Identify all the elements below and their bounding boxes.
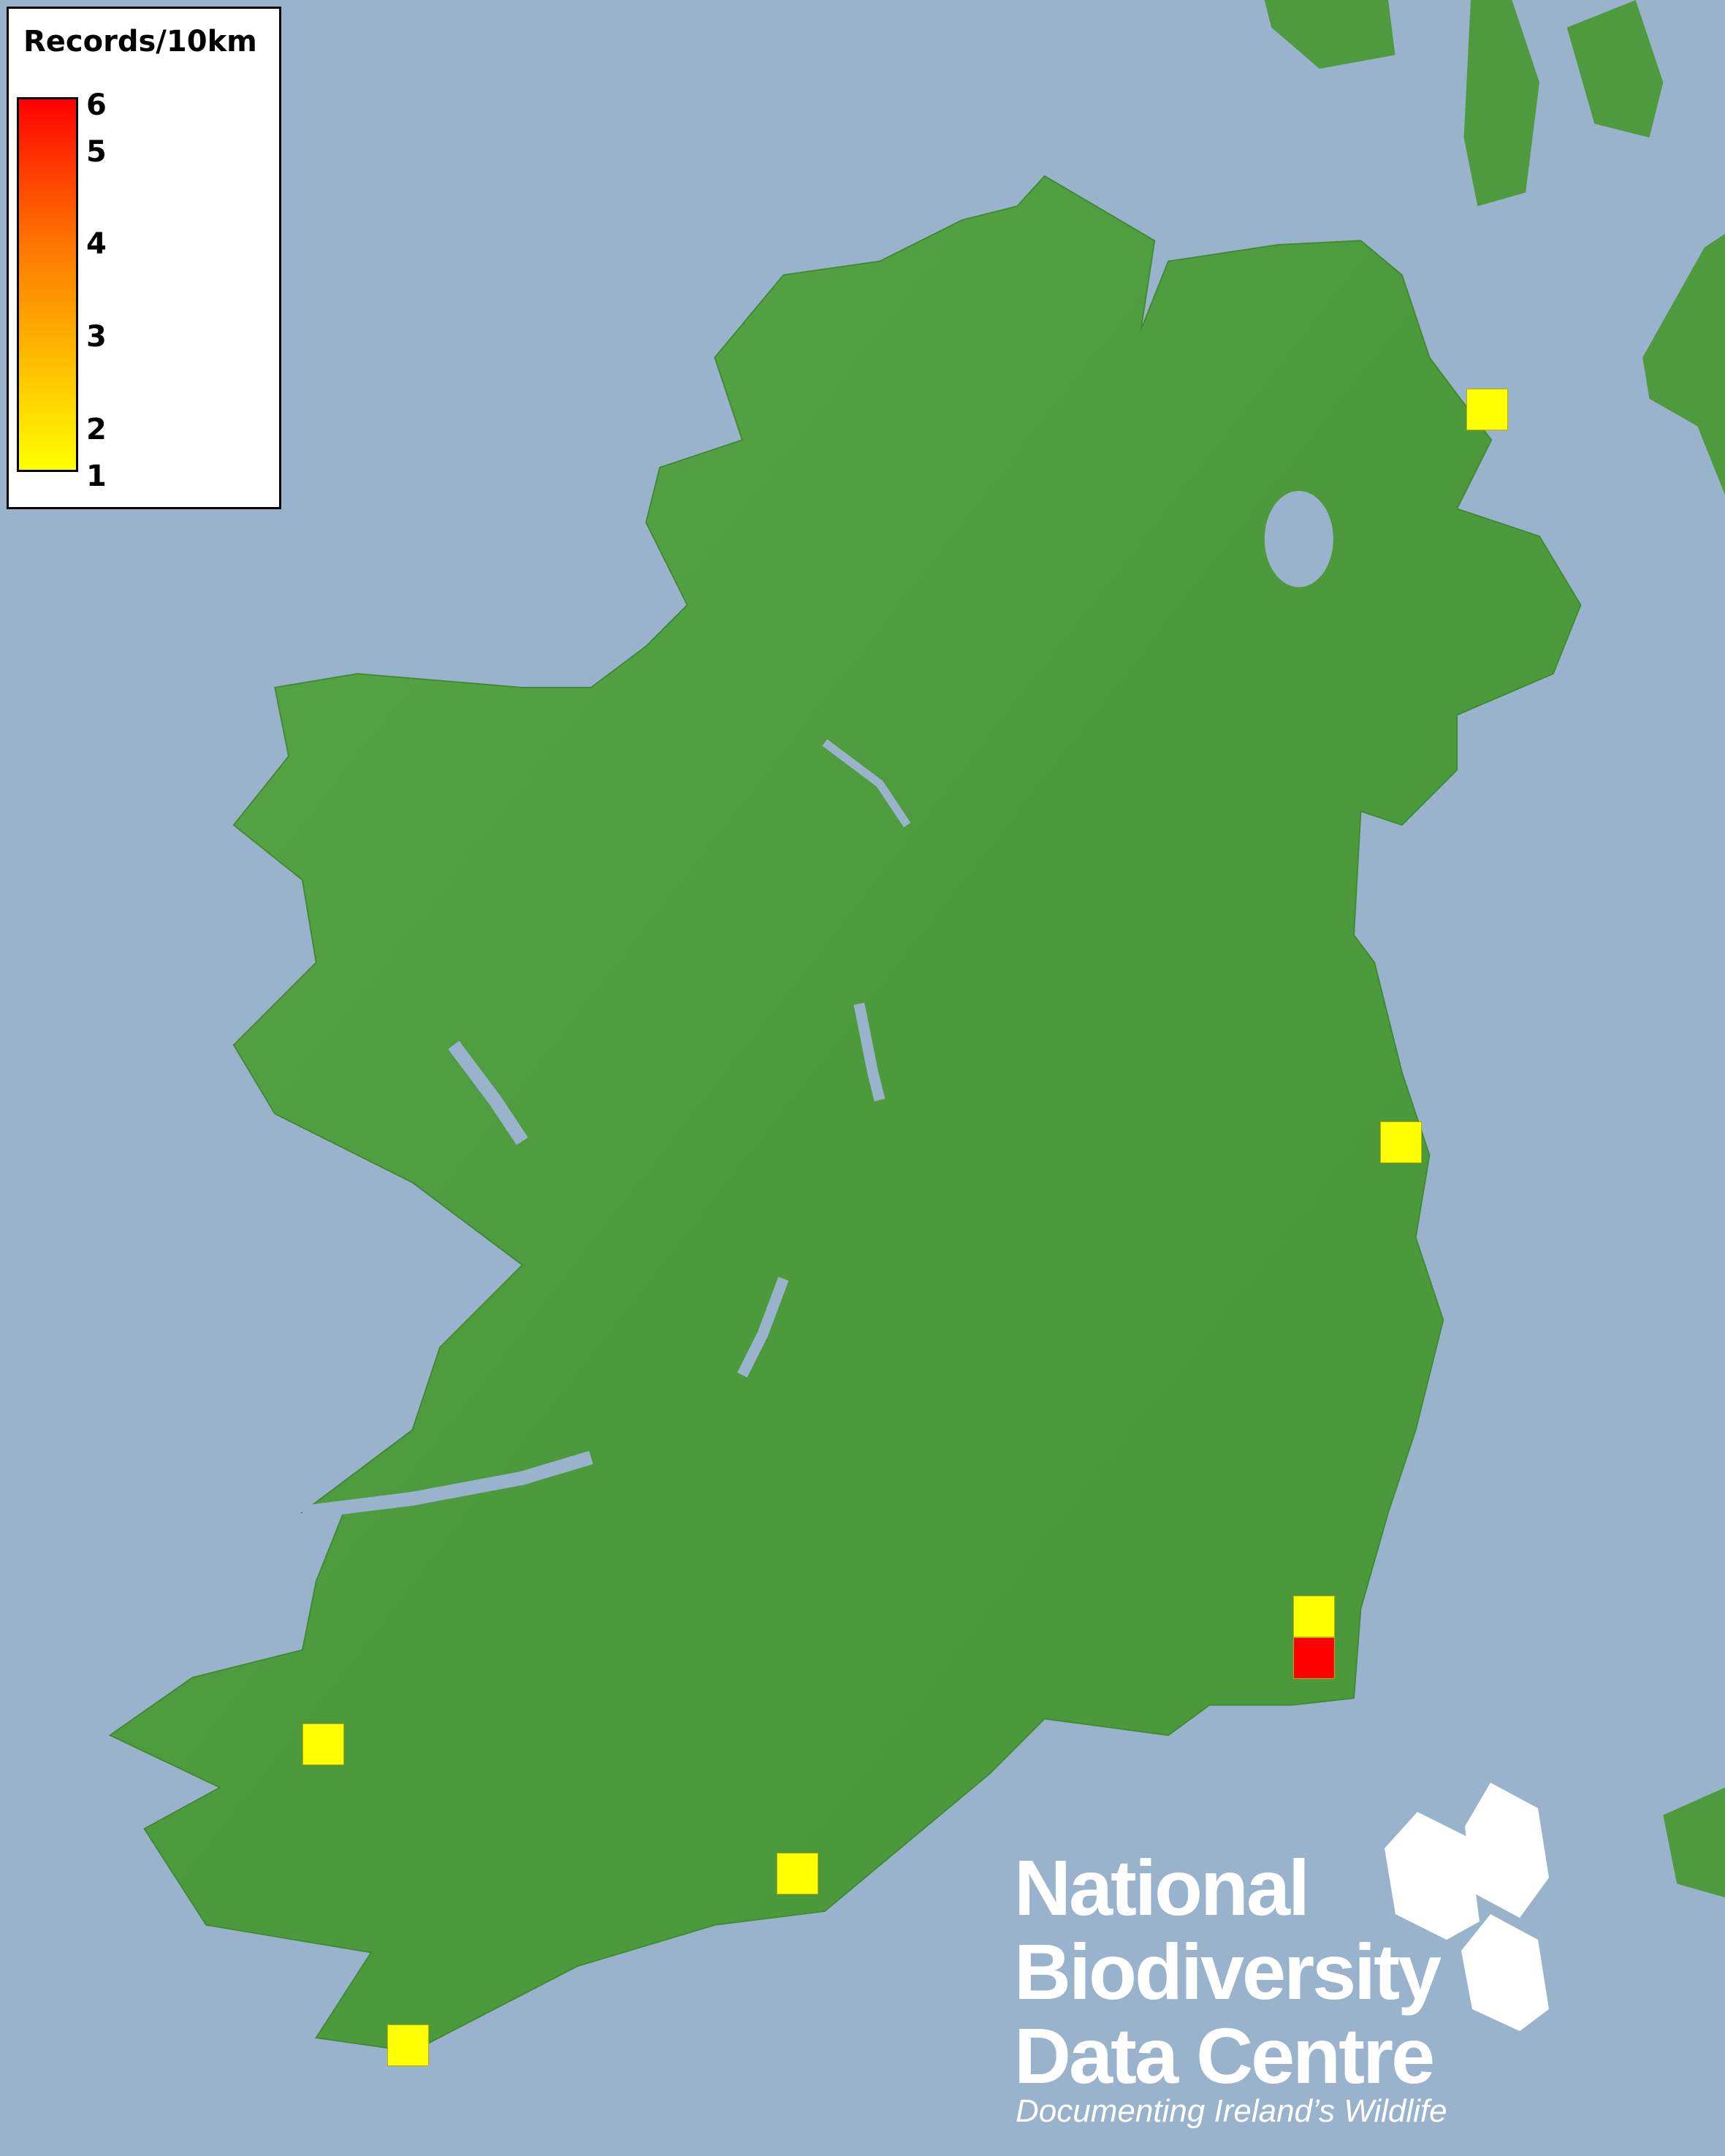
butterfly-icon — [1465, 1783, 1549, 1918]
lough-ree — [853, 1002, 886, 1102]
record-square — [1293, 1637, 1335, 1679]
record-square — [1293, 1596, 1335, 1637]
tick-label-1: 1 — [86, 460, 107, 493]
logo-line-3: Data Centre — [1014, 2011, 1435, 2100]
record-square — [1466, 389, 1508, 430]
legend: Records/10km 6 5 4 3 2 1 — [7, 7, 281, 509]
seahorse-icon — [1461, 1914, 1549, 2031]
ireland-landmass — [108, 175, 1582, 2052]
record-square — [777, 1853, 818, 1894]
tick-label-2: 2 — [86, 413, 107, 446]
lough-corrib — [448, 1040, 528, 1146]
tick-label-4: 4 — [86, 227, 107, 261]
tick-label-3: 3 — [86, 320, 107, 354]
record-square — [387, 2024, 429, 2066]
record-square — [302, 1723, 344, 1765]
tick-label-6: 6 — [86, 88, 107, 122]
tick-label-5: 5 — [86, 135, 107, 169]
lough-erne — [822, 739, 911, 828]
record-square — [1380, 1121, 1422, 1163]
logo-line-2: Biodiversity — [1014, 1927, 1442, 2016]
logo-line-1: National — [1014, 1843, 1310, 1932]
hexagon-emblem-icon — [1385, 1783, 1549, 2031]
lough-derg — [737, 1276, 789, 1378]
tree-icon — [1385, 1812, 1480, 1940]
shannon-estuary — [301, 1450, 593, 1520]
legend-title: Records/10km — [23, 25, 257, 58]
nbdc-logo: National Biodiversity Data Centre Docume… — [1008, 1768, 1651, 2141]
lough-neagh — [1264, 490, 1333, 587]
logo-tagline: Documenting Ireland’s Wildlife — [1016, 2093, 1447, 2129]
colorbar — [17, 97, 78, 472]
